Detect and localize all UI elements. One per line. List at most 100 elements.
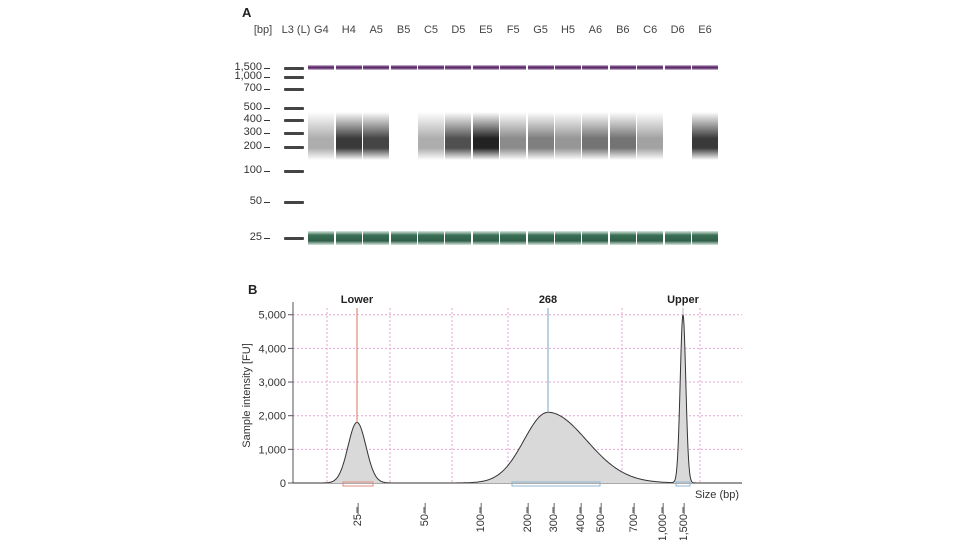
size-tick bbox=[264, 171, 270, 172]
sample-region-bracket bbox=[511, 481, 601, 487]
sample-band bbox=[418, 112, 444, 160]
upper-marker-band bbox=[363, 65, 390, 70]
y-tick-label: 2,000 bbox=[258, 411, 286, 423]
sample-band bbox=[692, 112, 718, 160]
lane-header-4: B5 bbox=[396, 24, 411, 36]
lower-marker-band bbox=[445, 231, 472, 245]
electropherogram-fill bbox=[293, 314, 742, 483]
x-tick-label: 700— bbox=[628, 503, 640, 532]
y-tick-label: 5,000 bbox=[258, 310, 286, 322]
gel-lanes bbox=[282, 60, 720, 260]
upper-marker-band bbox=[637, 65, 664, 70]
ladder-band bbox=[284, 76, 304, 79]
ladder-band bbox=[284, 170, 304, 173]
lower-marker-band bbox=[363, 231, 390, 245]
size-label-500: 500 bbox=[243, 101, 262, 113]
lane-header-6: D5 bbox=[451, 24, 466, 36]
size-label-25: 25 bbox=[249, 231, 262, 243]
sample-band bbox=[308, 112, 335, 160]
lower-marker-band bbox=[308, 231, 335, 245]
sample-band bbox=[582, 112, 609, 160]
sample-band bbox=[527, 112, 554, 160]
lane-header-0: L3 (L) bbox=[281, 24, 311, 36]
ladder-band bbox=[284, 237, 304, 240]
sample-band bbox=[472, 112, 499, 160]
gel-lane-f5 bbox=[500, 60, 527, 260]
sample-band bbox=[500, 112, 527, 160]
lane-header-9: G5 bbox=[533, 24, 548, 36]
ladder-band bbox=[284, 201, 304, 204]
size-tick bbox=[264, 120, 270, 121]
lane-header-2: H4 bbox=[341, 24, 356, 36]
size-tick bbox=[264, 238, 270, 239]
size-tick bbox=[264, 77, 270, 78]
x-tick-label: 1,000— bbox=[657, 503, 669, 540]
upper-marker-band bbox=[390, 65, 417, 70]
gel-lane-a5 bbox=[363, 60, 390, 260]
size-tick bbox=[264, 89, 270, 90]
gel-lane-b5 bbox=[390, 60, 417, 260]
size-label-300: 300 bbox=[243, 126, 262, 138]
sample-band bbox=[363, 112, 390, 160]
gel-lane-l3l bbox=[281, 60, 307, 260]
lower-marker-band bbox=[582, 231, 609, 245]
lower-marker-band bbox=[472, 231, 499, 245]
lane-header-5: C5 bbox=[423, 24, 439, 36]
x-tick-label: 500— bbox=[595, 503, 607, 532]
lane-header-12: B6 bbox=[616, 24, 630, 36]
gel-lane-a6 bbox=[582, 60, 609, 260]
gel-lane-g4 bbox=[308, 60, 335, 260]
ladder-band bbox=[284, 119, 304, 122]
gel-lane-c6 bbox=[637, 60, 664, 260]
lane-header-8: F5 bbox=[506, 24, 520, 36]
gel-lane-d6 bbox=[664, 60, 691, 260]
lane-header-13: C6 bbox=[643, 24, 658, 36]
lane-header-7: E5 bbox=[479, 24, 493, 36]
electropherogram-line bbox=[293, 314, 742, 484]
lower-marker-band bbox=[637, 231, 664, 245]
upper-marker-band bbox=[308, 65, 335, 70]
lane-header-14: D6 bbox=[670, 24, 685, 36]
lower-marker-band bbox=[500, 231, 527, 245]
x-tick-label: 50— bbox=[419, 503, 431, 526]
upper-region-bracket bbox=[675, 481, 691, 487]
upper-marker-band bbox=[445, 65, 472, 70]
lower-marker-band bbox=[664, 231, 691, 245]
lower-marker-band bbox=[555, 231, 581, 245]
x-axis-label: Size (bp) bbox=[695, 489, 739, 501]
ladder-band bbox=[284, 67, 304, 70]
lane-header-15: E6 bbox=[698, 24, 712, 36]
size-tick bbox=[264, 108, 270, 109]
gel-lane-b6 bbox=[609, 60, 636, 260]
size-tick bbox=[264, 147, 270, 148]
lower-marker-band bbox=[335, 231, 362, 245]
x-tick-label: 200— bbox=[522, 503, 534, 532]
lane-header-11: A6 bbox=[588, 24, 603, 36]
y-tick-label: 3,000 bbox=[258, 377, 286, 389]
sample-band bbox=[637, 112, 664, 160]
size-label-200: 200 bbox=[243, 140, 262, 152]
lower-region-bracket bbox=[342, 481, 374, 487]
size-tick bbox=[264, 68, 270, 69]
ladder-band bbox=[284, 132, 304, 135]
sample-band bbox=[609, 112, 636, 160]
size-label-1000: 1,000 bbox=[234, 70, 262, 82]
panel-a-label: A bbox=[242, 5, 252, 20]
size-tick bbox=[264, 202, 270, 203]
peak-label: Lower bbox=[341, 294, 374, 306]
lower-marker-band bbox=[390, 231, 417, 245]
ladder-band bbox=[284, 146, 304, 149]
sample-band bbox=[445, 112, 472, 160]
gel-lane-d5 bbox=[445, 60, 472, 260]
upper-marker-band bbox=[418, 65, 444, 70]
ladder-band bbox=[284, 88, 304, 91]
x-tick-label: 400— bbox=[575, 503, 587, 532]
bp-header: [bp] bbox=[253, 24, 273, 36]
gel-lane-g5 bbox=[527, 60, 554, 260]
x-tick-label: 100— bbox=[475, 503, 487, 532]
x-tick-label: 300— bbox=[548, 503, 560, 532]
lower-marker-band bbox=[418, 231, 444, 245]
lane-header-10: H5 bbox=[560, 24, 576, 36]
lower-marker-band bbox=[692, 231, 718, 245]
upper-marker-band bbox=[500, 65, 527, 70]
